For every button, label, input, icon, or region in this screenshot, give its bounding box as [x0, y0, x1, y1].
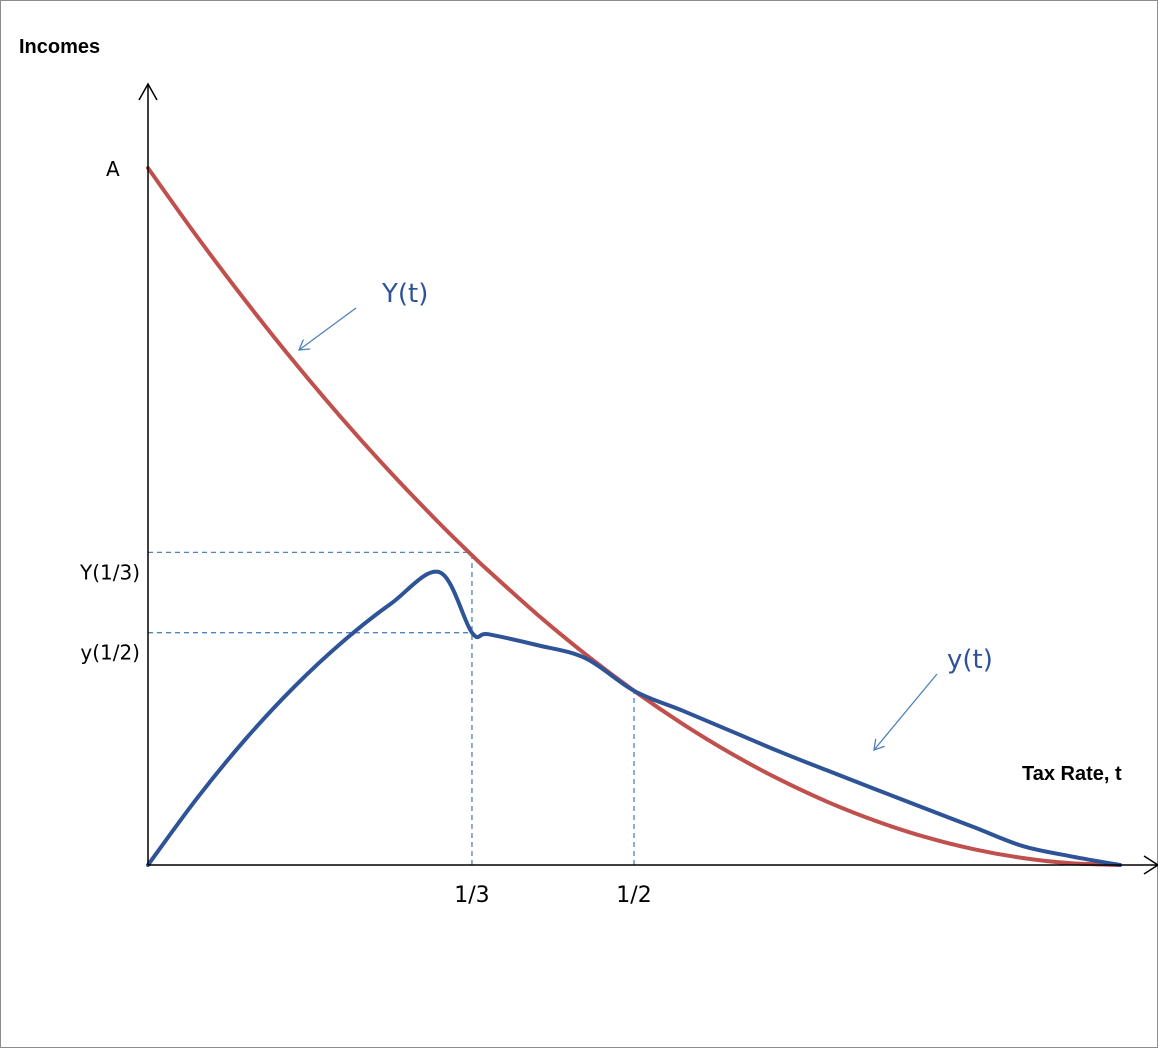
x-tick-labels: 1/3 1/2	[454, 883, 651, 908]
annotation-y-arrow	[874, 673, 938, 750]
series-line-y	[146, 569, 1122, 867]
y-tick-labels: Y(1/3) y(1/2)	[79, 560, 140, 664]
annotation-Y-label: Y(t)	[381, 279, 428, 309]
reference-lines	[148, 551, 635, 865]
curves	[146, 166, 1122, 867]
annotation-Y-arrow	[299, 307, 357, 350]
annotation-y-label: y(t)	[947, 645, 993, 675]
y-intercept-label: A	[106, 157, 120, 181]
x-tick-label-1: 1/2	[616, 883, 651, 908]
x-tick-label-0: 1/3	[454, 883, 489, 908]
x-axis-arrowhead	[1143, 855, 1158, 875]
axes	[138, 82, 1158, 875]
annotation-Y: Y(t)	[299, 279, 428, 350]
annotation-y: y(t)	[874, 645, 993, 750]
series-line-Y	[146, 166, 1122, 867]
y-axis-arrowhead	[138, 82, 158, 101]
y-tick-label-0: Y(1/3)	[79, 560, 140, 584]
y-tick-label-1: y(1/2)	[80, 641, 140, 665]
y-axis-title: Incomes	[19, 36, 100, 58]
x-axis-title: Tax Rate, t	[1022, 763, 1122, 785]
